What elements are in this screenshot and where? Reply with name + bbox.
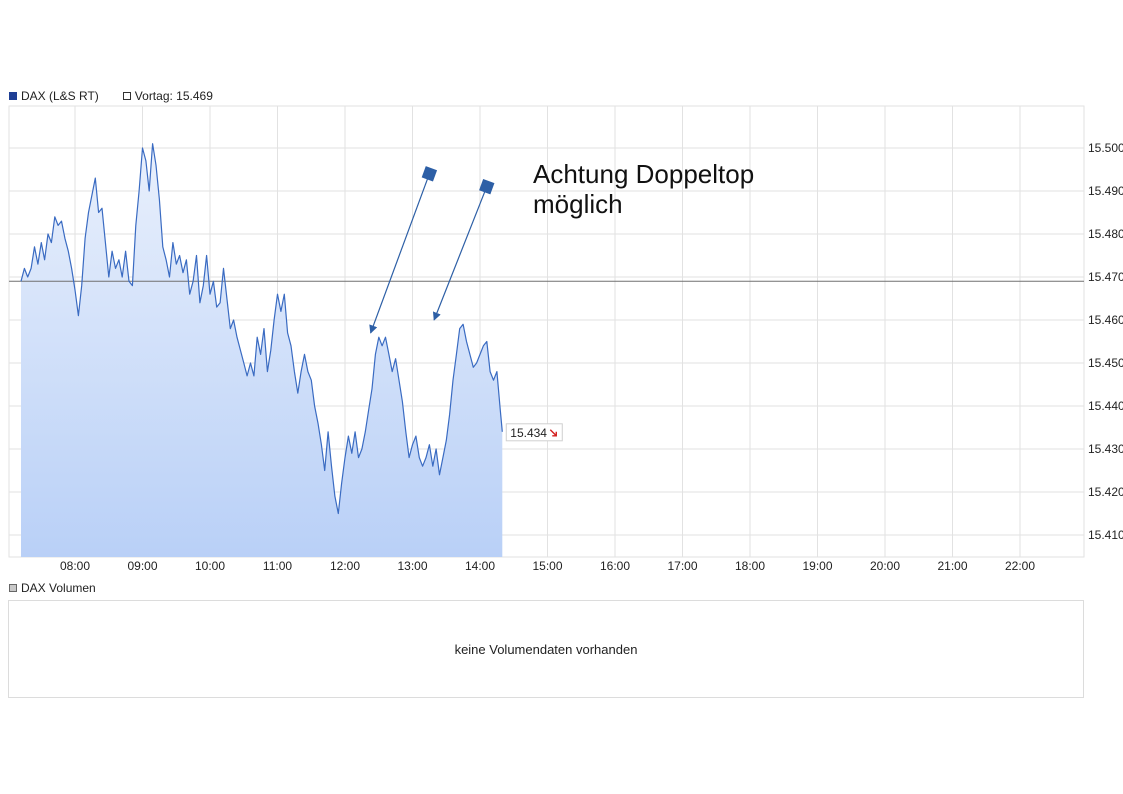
- x-tick-label: 19:00: [802, 559, 832, 573]
- series-line-dax: [20, 143, 503, 515]
- y-tick-label: 15.460: [1088, 313, 1123, 327]
- y-tick-label: 15.410: [1088, 528, 1123, 542]
- legend-swatch-dax: [9, 92, 17, 100]
- x-tick-label: 13:00: [397, 559, 427, 573]
- legend-label-dax: DAX (L&S RT): [21, 89, 99, 103]
- last-value-marker: 15.434: [505, 423, 563, 442]
- x-tick-label: 12:00: [330, 559, 360, 573]
- x-tick-label: 21:00: [937, 559, 967, 573]
- annotation-arrow-handle-1: [421, 166, 438, 182]
- y-tick-label: 15.420: [1088, 485, 1123, 499]
- x-tick-label: 08:00: [60, 559, 90, 573]
- annotation-line-2: möglich: [533, 189, 623, 219]
- annotation-line-1: Achtung Doppeltop: [533, 159, 755, 189]
- y-tick-label: 15.490: [1088, 184, 1123, 198]
- x-tick-label: 09:00: [127, 559, 157, 573]
- y-tick-label: 15.450: [1088, 356, 1123, 370]
- chart-line: [20, 143, 503, 515]
- down-arrow-icon: [549, 429, 557, 437]
- plot-frame: [8, 105, 1085, 558]
- chart-legend: DAX (L&S RT) Vortag: 15.469: [9, 89, 237, 103]
- volume-panel: keine Volumendaten vorhanden: [8, 600, 1084, 698]
- volume-empty-message: keine Volumendaten vorhanden: [454, 642, 638, 657]
- volume-legend: DAX Volumen: [9, 581, 96, 595]
- y-tick-label: 15.470: [1088, 270, 1123, 284]
- legend-item-vortag[interactable]: Vortag: 15.469: [122, 89, 213, 103]
- y-tick-label: 15.480: [1088, 227, 1123, 241]
- annotation-arrow-1: [369, 173, 430, 334]
- annotation-arrow-2: [432, 186, 488, 321]
- legend-swatch-vortag: [122, 92, 131, 100]
- chart-annotation: Achtung Doppeltop möglich: [533, 159, 754, 219]
- y-axis-ticks: 15.410 15.420 15.430 15.440 15.450 15.460 15.4…: [1088, 141, 1123, 542]
- x-axis-ticks: 08:00 09:00 10:00 11:00 12:00 13:00 14:00 15:00…: [60, 559, 1035, 573]
- y-tick-label: 15.430: [1088, 442, 1123, 456]
- last-value-box: [505, 423, 563, 442]
- x-tick-label: 18:00: [735, 559, 765, 573]
- legend-label-volume: DAX Volumen: [21, 581, 96, 595]
- legend-item-dax[interactable]: DAX (L&S RT): [9, 89, 99, 103]
- x-tick-label: 22:00: [1005, 559, 1035, 573]
- annotation-arrows: [369, 166, 495, 334]
- price-chart: 15.410 15.420 15.430 15.440 15.450 15.460 15.4…: [8, 105, 1123, 573]
- x-tick-label: 15:00: [532, 559, 562, 573]
- y-tick-label: 15.500: [1088, 141, 1123, 155]
- x-tick-label: 16:00: [600, 559, 630, 573]
- annotation-arrow-handle-2: [479, 179, 495, 195]
- legend-label-vortag: Vortag: 15.469: [134, 89, 213, 103]
- x-tick-label: 11:00: [263, 559, 292, 573]
- last-value-label: 15.434: [510, 426, 547, 440]
- legend-swatch-volume: [9, 584, 17, 592]
- x-tick-label: 20:00: [870, 559, 900, 573]
- x-tick-label: 14:00: [465, 559, 495, 573]
- x-tick-label: 17:00: [667, 559, 697, 573]
- y-tick-label: 15.440: [1088, 399, 1123, 413]
- x-tick-label: 10:00: [195, 559, 225, 573]
